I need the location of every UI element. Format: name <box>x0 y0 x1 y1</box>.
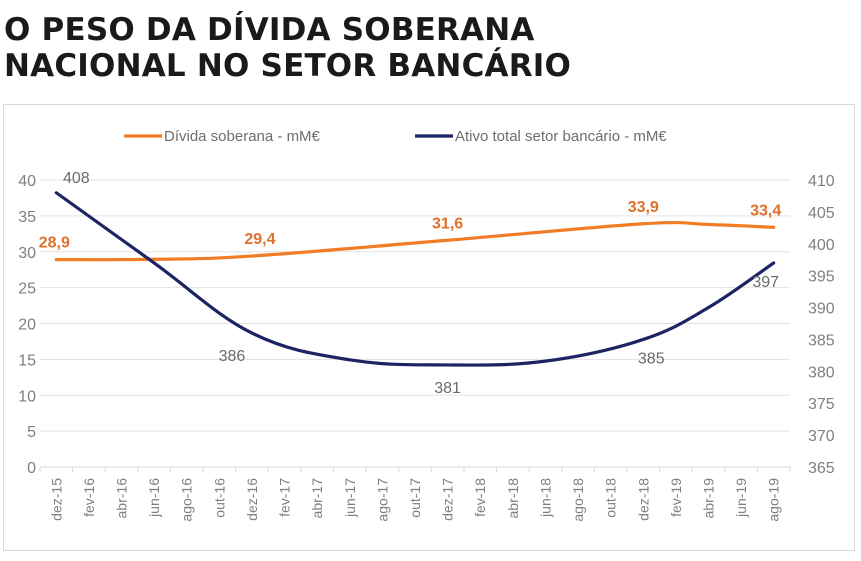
gridlines <box>40 179 790 468</box>
left-axis-ticks: 0 5 10 15 20 25 30 35 40 <box>18 173 36 477</box>
left-axis-tick-label: 40 <box>18 173 36 190</box>
x-axis-category-label: abr-18 <box>505 478 521 519</box>
right-axis-tick-label: 400 <box>808 237 835 254</box>
right-axis-tick-label: 405 <box>808 205 835 222</box>
x-axis-category-label: jun-18 <box>537 478 553 518</box>
x-axis-category-label: out-18 <box>603 478 619 518</box>
left-axis-tick-label: 15 <box>18 352 36 369</box>
series-line-divida-soberana <box>54 220 776 262</box>
x-axis-category-label: jun-16 <box>146 478 162 518</box>
x-axis-category-label: dez-18 <box>635 478 651 521</box>
data-label: 397 <box>752 274 779 291</box>
x-axis-category-label: abr-19 <box>700 478 716 519</box>
right-axis-tick-label: 375 <box>808 396 835 413</box>
left-axis-tick-label: 20 <box>18 317 36 334</box>
x-axis-category-label: jun-19 <box>733 478 749 518</box>
x-axis-category-label: fev-16 <box>81 478 97 517</box>
chart-frame <box>3 104 855 551</box>
left-axis-tick-label: 25 <box>18 281 36 298</box>
x-axis-category-label: fev-18 <box>472 478 488 517</box>
chart-title-line2: NACIONAL NO SETOR BANCÁRIO <box>4 48 572 84</box>
legend-label-ativo-total: Ativo total setor bancário - mM€ <box>455 128 667 145</box>
x-axis-category-label: ago-18 <box>570 478 586 522</box>
data-label: 385 <box>638 350 665 367</box>
x-axis-category-label: out-17 <box>407 478 423 518</box>
x-axis-category-label: fev-19 <box>668 478 684 517</box>
series-lines <box>54 191 776 367</box>
x-axis-category-label: ago-16 <box>179 478 195 522</box>
left-axis-tick-label: 0 <box>27 460 36 477</box>
x-axis-category-label: dez-17 <box>440 478 456 521</box>
data-label: 29,4 <box>244 231 275 248</box>
right-axis-tick-label: 395 <box>808 269 835 286</box>
x-axis-category-label: abr-17 <box>309 478 325 519</box>
x-axis-category-label: ago-19 <box>766 478 782 522</box>
x-axis-category-label: dez-16 <box>244 478 260 521</box>
data-label: 386 <box>219 348 246 365</box>
data-label: 33,9 <box>628 199 659 216</box>
x-axis-category-label: out-16 <box>211 478 227 518</box>
right-axis-tick-label: 380 <box>808 364 835 381</box>
x-axis-category-label: abr-16 <box>114 478 130 519</box>
data-labels: 28,9 29,4 31,6 33,9 33,4 408 386 381 385 397 <box>39 170 782 397</box>
x-axis-category-label: fev-17 <box>277 478 293 517</box>
data-label: 31,6 <box>432 215 463 232</box>
x-axis-category-label: dez-15 <box>48 478 64 521</box>
legend: Dívida soberana - mM€ Ativo total setor b… <box>124 128 667 145</box>
left-axis-tick-label: 5 <box>27 424 36 441</box>
chart-title: O PESO DA DÍVIDA SOBERANA NACIONAL NO SE… <box>4 12 571 84</box>
legend-label-divida-soberana: Dívida soberana - mM€ <box>164 128 321 145</box>
left-axis-tick-label: 30 <box>18 245 36 262</box>
chart-title-line1: O PESO DA DÍVIDA SOBERANA <box>4 12 535 48</box>
data-label: 381 <box>434 380 461 397</box>
right-axis-tick-label: 370 <box>808 428 835 445</box>
x-axis-category-label: ago-17 <box>374 478 390 522</box>
left-axis-tick-label: 10 <box>18 388 36 405</box>
data-label: 408 <box>63 170 90 187</box>
left-axis-tick-label: 35 <box>18 209 36 226</box>
data-label: 28,9 <box>39 235 70 252</box>
data-label: 33,4 <box>750 202 781 219</box>
right-axis-tick-label: 385 <box>808 332 835 349</box>
x-axis-category-label: jun-17 <box>342 478 358 518</box>
series-line-ativo-total <box>54 191 776 367</box>
x-axis: dez-15 fev-16 abr-16 jun-16 ago-16 out-16 dez-… <box>39 467 791 522</box>
right-axis-ticks: 365 370 375 380 385 390 395 400 405 410 <box>808 173 835 477</box>
right-axis-tick-label: 365 <box>808 460 835 477</box>
right-axis-tick-label: 390 <box>808 301 835 318</box>
right-axis-tick-label: 410 <box>808 173 835 190</box>
